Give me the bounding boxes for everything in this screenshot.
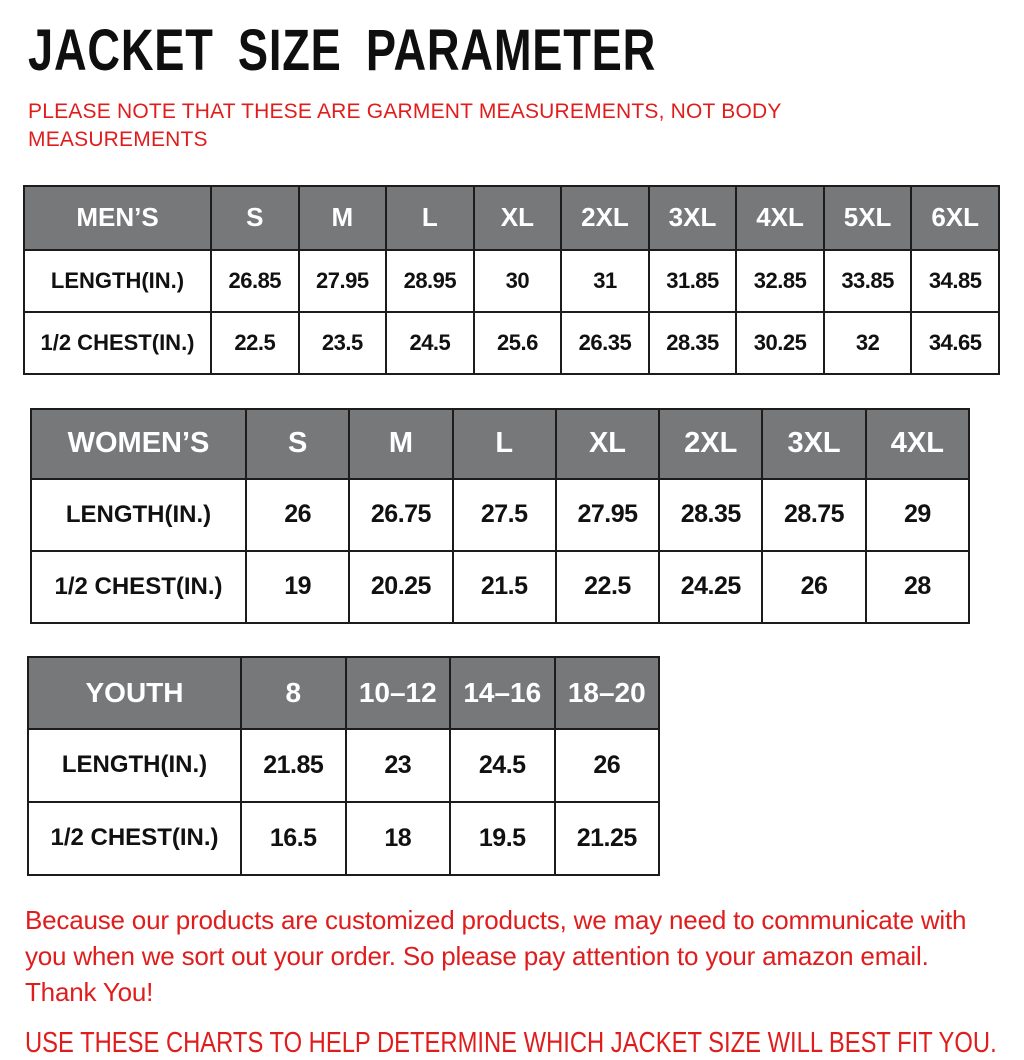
- row-label: LENGTH(IN.): [30, 477, 247, 552]
- cell-value: 32: [822, 310, 913, 375]
- youth-table-title-cell: YOUTH: [27, 655, 242, 730]
- cell-value: 26.85: [210, 248, 300, 313]
- cell-value: 32.85: [735, 248, 825, 313]
- cell-value: 23.5: [297, 310, 388, 375]
- row-label: 1/2 CHEST(IN.): [30, 549, 247, 624]
- youth-size-header: 14–16: [449, 655, 556, 730]
- cell-value: 30: [472, 248, 563, 313]
- youth-size-header: 8: [240, 655, 347, 730]
- womens-length-row: LENGTH(IN.) 26 26.75 27.5 27.95 28.35 28…: [30, 477, 971, 552]
- cell-value: 28.35: [658, 477, 764, 552]
- cell-value: 31: [560, 248, 650, 313]
- row-label: LENGTH(IN.): [27, 727, 242, 803]
- womens-size-header: S: [244, 407, 351, 480]
- mens-size-header: 2XL: [560, 184, 650, 251]
- mens-size-header: XL: [472, 184, 563, 251]
- cell-value: 22.5: [554, 549, 661, 624]
- cell-value: 26: [244, 477, 351, 552]
- womens-size-header: 4XL: [864, 407, 971, 480]
- womens-size-header: XL: [554, 407, 661, 480]
- customization-contact-note: Because our products are customized prod…: [25, 904, 967, 1008]
- cell-value: 33.85: [822, 248, 913, 313]
- womens-table-title-cell: WOMEN’S: [30, 407, 247, 480]
- cell-value: 27.95: [554, 477, 661, 552]
- page-title: JACKET SIZE PARAMETER: [28, 18, 657, 83]
- womens-chest-row: 1/2 CHEST(IN.) 19 20.25 21.5 22.5 24.25 …: [30, 549, 971, 624]
- cell-value: 24.5: [385, 310, 475, 375]
- womens-size-header: L: [451, 407, 557, 480]
- cell-value: 18: [344, 800, 451, 876]
- garment-measurement-note: PLEASE NOTE THAT THESE ARE GARMENT MEASU…: [28, 100, 782, 152]
- youth-size-header: 10–12: [344, 655, 451, 730]
- cell-value: 19: [244, 549, 351, 624]
- cell-value: 25.6: [472, 310, 563, 375]
- womens-size-header: M: [348, 407, 454, 480]
- cell-value: 24.25: [658, 549, 764, 624]
- mens-size-header: L: [385, 184, 475, 251]
- row-label: 1/2 CHEST(IN.): [23, 310, 212, 375]
- size-table-mens: MEN’S S M L XL 2XL 3XL 4XL 5XL 6XL LENGT…: [23, 184, 1000, 375]
- cell-value: 34.65: [910, 310, 1000, 375]
- cell-value: 21.85: [240, 727, 347, 803]
- row-label: 1/2 CHEST(IN.): [27, 800, 242, 876]
- cell-value: 23: [344, 727, 451, 803]
- cell-value: 22.5: [210, 310, 300, 375]
- mens-header-row: MEN’S S M L XL 2XL 3XL 4XL 5XL 6XL: [23, 184, 1000, 251]
- mens-length-row: LENGTH(IN.) 26.85 27.95 28.95 30 31 31.8…: [23, 248, 1000, 313]
- row-label: LENGTH(IN.): [23, 248, 212, 313]
- cell-value: 27.5: [451, 477, 557, 552]
- cell-value: 30.25: [735, 310, 825, 375]
- chart-usage-note: USE THESE CHARTS TO HELP DETERMINE WHICH…: [25, 1026, 997, 1059]
- youth-chest-row: 1/2 CHEST(IN.) 16.5 18 19.5 21.25: [27, 800, 660, 876]
- youth-header-row: YOUTH 8 10–12 14–16 18–20: [27, 655, 660, 730]
- womens-size-header: 3XL: [761, 407, 867, 480]
- cell-value: 20.25: [348, 549, 454, 624]
- cell-value: 16.5: [240, 800, 347, 876]
- cell-value: 31.85: [647, 248, 738, 313]
- cell-value: 21.25: [553, 800, 660, 876]
- cell-value: 29: [864, 477, 971, 552]
- cell-value: 26: [553, 727, 660, 803]
- mens-size-header: S: [210, 184, 300, 251]
- cell-value: 28.95: [385, 248, 475, 313]
- cell-value: 26: [761, 549, 867, 624]
- cell-value: 27.95: [297, 248, 388, 313]
- womens-header-row: WOMEN’S S M L XL 2XL 3XL 4XL: [30, 407, 971, 480]
- youth-length-row: LENGTH(IN.) 21.85 23 24.5 26: [27, 727, 660, 803]
- mens-size-header: 6XL: [910, 184, 1000, 251]
- mens-size-header: 5XL: [822, 184, 913, 251]
- mens-table-title-cell: MEN’S: [23, 184, 212, 251]
- cell-value: 24.5: [449, 727, 556, 803]
- size-table-womens: WOMEN’S S M L XL 2XL 3XL 4XL LENGTH(IN.)…: [30, 407, 971, 624]
- cell-value: 26.75: [348, 477, 454, 552]
- cell-value: 28.75: [761, 477, 867, 552]
- cell-value: 28.35: [647, 310, 738, 375]
- mens-size-header: M: [297, 184, 388, 251]
- cell-value: 26.35: [560, 310, 650, 375]
- mens-size-header: 4XL: [735, 184, 825, 251]
- cell-value: 28: [864, 549, 971, 624]
- mens-size-header: 3XL: [647, 184, 738, 251]
- size-table-youth: YOUTH 8 10–12 14–16 18–20 LENGTH(IN.) 21…: [27, 655, 660, 876]
- youth-size-header: 18–20: [553, 655, 660, 730]
- mens-chest-row: 1/2 CHEST(IN.) 22.5 23.5 24.5 25.6 26.35…: [23, 310, 1000, 375]
- cell-value: 19.5: [449, 800, 556, 876]
- cell-value: 21.5: [451, 549, 557, 624]
- womens-size-header: 2XL: [658, 407, 764, 480]
- cell-value: 34.85: [910, 248, 1000, 313]
